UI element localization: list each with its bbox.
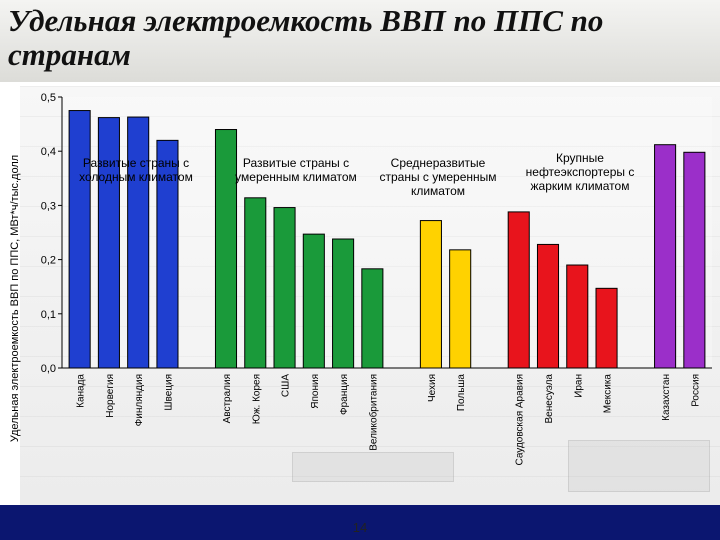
bar <box>97 117 120 369</box>
group-label: климатом <box>411 184 465 198</box>
title-band: Удельная электроемкость ВВП по ППС по ст… <box>0 0 720 82</box>
category-label: Польша <box>456 374 467 412</box>
category-label: Япония <box>310 374 321 409</box>
category-label: Швеция <box>163 374 174 411</box>
category-label: Канада <box>76 374 87 408</box>
bar <box>302 233 325 369</box>
bar <box>566 264 589 369</box>
bar <box>68 110 91 369</box>
bar <box>127 116 150 369</box>
y-tick-label: 0,1 <box>41 309 56 321</box>
group-label: Крупные <box>556 151 604 165</box>
y-tick-label: 0,4 <box>41 146 56 158</box>
bar <box>419 220 442 369</box>
group-label: Развитые страны с <box>83 156 189 170</box>
bar <box>156 139 179 369</box>
category-label: Саудовская Аравия <box>515 374 526 466</box>
bar <box>214 129 238 369</box>
bar <box>273 207 296 369</box>
group-label: жарким климатом <box>531 179 630 193</box>
y-tick-label: 0,3 <box>41 200 56 212</box>
bar <box>361 268 384 369</box>
group-label: холодным климатом <box>79 170 193 184</box>
category-label: Юж. Корея <box>251 374 262 424</box>
category-label: Казахстан <box>661 374 672 421</box>
faded-side-panel <box>568 440 710 492</box>
category-label: Австралия <box>222 374 233 423</box>
category-label: Россия <box>690 374 701 407</box>
group-label: нефтеэкспортеры с <box>526 165 635 179</box>
bar <box>449 249 472 369</box>
y-tick-label: 0,0 <box>41 363 56 375</box>
group-label: умеренным климатом <box>235 170 357 184</box>
category-label: Великобритания <box>367 374 379 451</box>
category-label: Венесуэла <box>544 374 555 424</box>
bar <box>683 151 706 369</box>
category-label: Иран <box>573 374 584 398</box>
category-label: Чехия <box>427 374 438 402</box>
group-label: Развитые страны с <box>243 156 349 170</box>
category-label: Финляндия <box>134 374 145 426</box>
bar <box>507 211 530 369</box>
bar <box>536 243 560 369</box>
y-tick-label: 0,5 <box>41 92 56 104</box>
y-axis-title: Удельная электроемкость ВВП по ППС, МВт*… <box>9 155 21 442</box>
category-label: Франция <box>339 374 350 415</box>
slide-title: Удельная электроемкость ВВП по ППС по ст… <box>8 3 604 72</box>
y-tick-label: 0,2 <box>41 255 56 267</box>
page-number: 14 <box>352 520 368 535</box>
group-label: Среднеразвитые <box>391 156 486 170</box>
category-label: Мексика <box>603 374 614 414</box>
group-label: страны с умеренным <box>379 170 496 184</box>
bar <box>332 238 355 369</box>
bar <box>595 287 618 369</box>
chart: 0,0 0,1 0,2 0,3 0,4 0,5 Удельная электроемкост… <box>9 92 712 466</box>
category-label: Норвегия <box>105 374 116 418</box>
bar <box>654 144 677 369</box>
category-label: США <box>281 374 292 397</box>
faded-legend-panel <box>292 452 454 482</box>
footer-bar <box>0 505 720 540</box>
bar <box>244 197 267 369</box>
